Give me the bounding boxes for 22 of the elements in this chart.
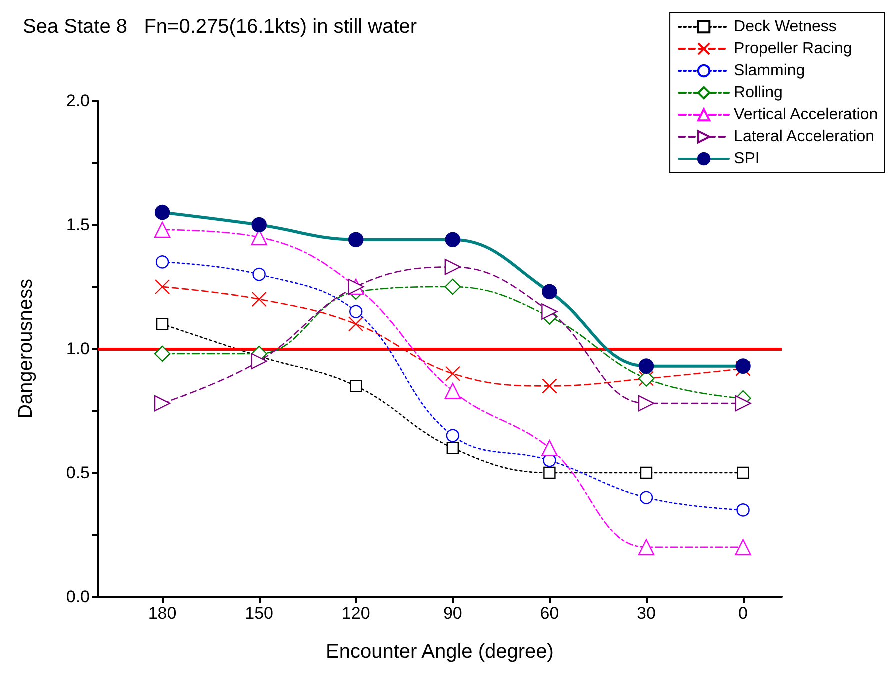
x-tick-label: 0	[738, 604, 748, 623]
y-tick-label: 2.0	[66, 92, 90, 110]
y-tick-label: 0.5	[66, 464, 90, 482]
y-tick-label: 1.5	[66, 216, 90, 234]
legend-label: SPI	[734, 150, 760, 168]
x-tick-label: 150	[245, 604, 274, 623]
legend-label: Deck Wetness	[734, 18, 837, 36]
x-tick-label: 90	[443, 604, 462, 623]
x-axis-title: Encounter Angle (degree)	[326, 641, 554, 663]
legend-label: Vertical Acceleration	[734, 106, 878, 124]
x-tick-label: 30	[637, 604, 656, 623]
legend-label: Lateral Acceleration	[734, 128, 875, 146]
x-tick-label: 180	[148, 604, 177, 623]
x-tick-label: 60	[540, 604, 560, 623]
y-axis-title: Dangerousness	[15, 278, 37, 420]
x-tick-label: 120	[342, 604, 370, 623]
y-tick-label: 1.0	[66, 340, 90, 358]
legend-label: Propeller Racing	[734, 40, 852, 58]
y-tick-label: 0.0	[66, 588, 90, 606]
chart-title: Sea State 8 Fn=0.275(16.1kts) in still water	[23, 16, 418, 38]
legend-label: Rolling	[734, 84, 783, 102]
legend-label: Slamming	[734, 62, 806, 80]
